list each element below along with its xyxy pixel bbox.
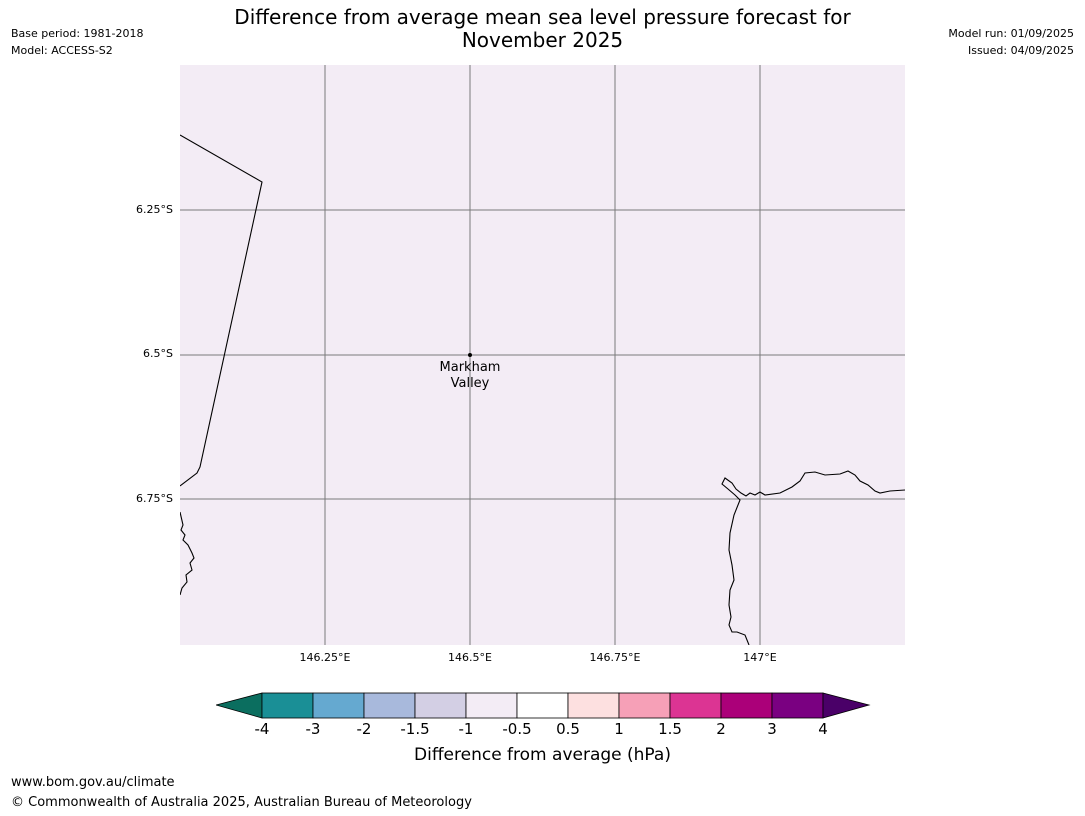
colorbar-segment xyxy=(771,692,824,719)
lon-label-146-25: 146.25°E xyxy=(299,651,351,664)
colorbar-title: Difference from average (hPa) xyxy=(414,745,671,765)
colorbar-segment xyxy=(516,692,569,719)
colorbar-tick: 0.5 xyxy=(556,720,580,738)
issued-text: Issued: 04/09/2025 xyxy=(967,44,1074,57)
colorbar-tick: -0.5 xyxy=(502,720,532,738)
base-period-text: Base period: 1981-2018 xyxy=(11,27,144,40)
colorbar-tick: 4 xyxy=(818,720,828,738)
colorbar-tick: 3 xyxy=(767,720,777,738)
colorbar xyxy=(214,692,872,724)
metadata-left: Base period: 1981-2018 Model: ACCESS-S2 xyxy=(11,25,143,59)
colorbar-segment xyxy=(720,692,773,719)
colorbar-low-extend xyxy=(214,692,263,719)
region-boundary-line xyxy=(180,134,263,487)
model-run-text: Model run: 01/09/2025 xyxy=(948,27,1074,40)
metadata-right: Model run: 01/09/2025 Issued: 04/09/2025 xyxy=(948,25,1074,59)
colorbar-tick: -3 xyxy=(305,720,321,738)
colorbar-segment xyxy=(669,692,722,719)
colorbar-tick: 1.5 xyxy=(658,720,682,738)
colorbar-high-extend xyxy=(822,692,871,719)
place-label-markham-valley: Markham Valley xyxy=(440,360,501,392)
title-line-2: November 2025 xyxy=(461,28,624,52)
colorbar-tick: 2 xyxy=(716,720,726,738)
lon-label-146-75: 146.75°E xyxy=(589,651,641,664)
lat-label-6-5: 6.5°S xyxy=(143,347,173,360)
colorbar-tick: 1 xyxy=(614,720,624,738)
map-panel xyxy=(180,65,905,645)
colorbar-segment xyxy=(414,692,467,719)
colorbar-tick: -2 xyxy=(356,720,372,738)
map-canvas xyxy=(180,65,905,645)
colorbar-segment xyxy=(618,692,671,719)
colorbar-segment xyxy=(567,692,620,719)
place-name-line-2: Valley xyxy=(450,376,490,391)
boundaries xyxy=(180,134,905,645)
place-name-line-1: Markham xyxy=(439,360,501,375)
coastline-east xyxy=(721,470,905,645)
colorbar-tick: -1.5 xyxy=(400,720,430,738)
footer-url: www.bom.gov.au/climate xyxy=(11,775,175,790)
lon-label-146-5: 146.5°E xyxy=(448,651,492,664)
coastline-west xyxy=(180,511,195,596)
colorbar-segment xyxy=(465,692,518,719)
map-title: Difference from average mean sea level p… xyxy=(180,6,905,52)
colorbar-segment xyxy=(363,692,416,719)
colorbar-tick: -1 xyxy=(458,720,474,738)
colorbar-svg xyxy=(214,692,871,719)
title-line-1: Difference from average mean sea level p… xyxy=(234,5,851,29)
model-text: Model: ACCESS-S2 xyxy=(11,44,113,57)
colorbar-tick: -4 xyxy=(254,720,270,738)
footer-copyright: © Commonwealth of Australia 2025, Austra… xyxy=(11,795,472,810)
colorbar-segment xyxy=(312,692,365,719)
place-marker-icon xyxy=(468,353,472,357)
lat-label-6-75: 6.75°S xyxy=(136,492,173,505)
colorbar-segment xyxy=(261,692,314,719)
lat-label-6-25: 6.25°S xyxy=(136,203,173,216)
graticule xyxy=(180,65,905,645)
lon-label-147: 147°E xyxy=(743,651,777,664)
